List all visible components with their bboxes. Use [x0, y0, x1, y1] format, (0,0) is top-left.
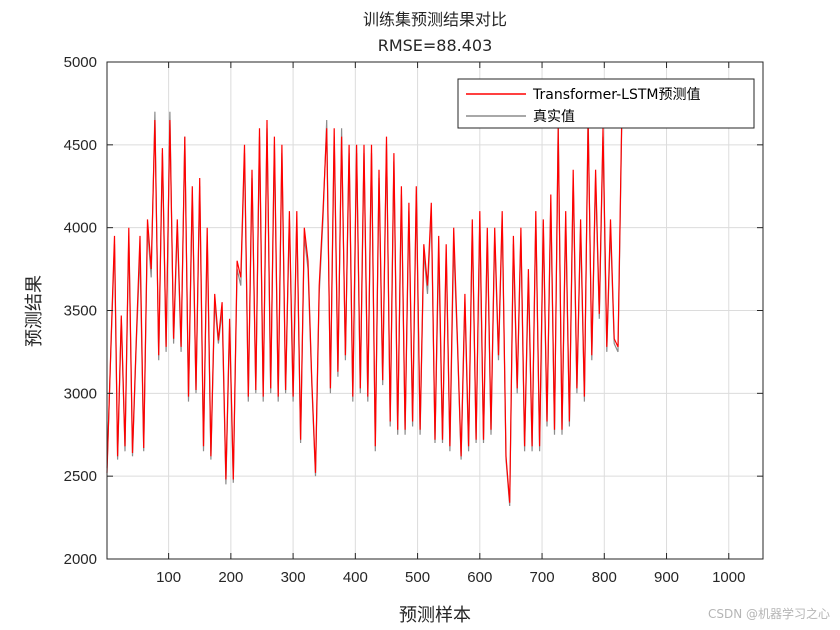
y-tick-label: 2000 [64, 551, 97, 568]
y-tick-label: 5000 [64, 54, 97, 71]
x-tick-label: 700 [530, 569, 555, 586]
y-tick-label: 2500 [64, 468, 97, 485]
series-line-predicted [106, 118, 626, 503]
legend: Transformer-LSTM预测值 真实值 [457, 78, 755, 129]
x-tick-label: 600 [467, 569, 492, 586]
x-tick-label: 200 [218, 569, 243, 586]
x-tick-label: 300 [281, 569, 306, 586]
axis-ticks: 100 200 300 400 500 600 700 800 900 1000 2000 2500 3… [64, 54, 763, 586]
x-tick-label: 900 [654, 569, 679, 586]
grid [107, 62, 763, 559]
y-tick-label: 4000 [64, 220, 97, 237]
x-tick-label: 400 [343, 569, 368, 586]
x-tick-label: 800 [592, 569, 617, 586]
x-tick-label: 500 [405, 569, 430, 586]
y-tick-label: 4500 [64, 137, 97, 154]
y-tick-label: 3500 [64, 303, 97, 320]
legend-label-predicted: Transformer-LSTM预测值 [532, 87, 700, 103]
chart-title: 训练集预测结果对比 [363, 10, 507, 29]
series-lines [106, 111, 627, 507]
x-tick-label: 1000 [712, 569, 745, 586]
y-tick-label: 3000 [64, 385, 97, 402]
x-tick-label: 100 [156, 569, 181, 586]
x-axis-label: 预测样本 [399, 605, 471, 626]
y-axis-label: 预测结果 [24, 275, 45, 347]
chart-subtitle: RMSE=88.403 [378, 36, 493, 55]
legend-box [457, 78, 755, 129]
watermark: CSDN @机器学习之心 [708, 606, 830, 621]
legend-label-actual: 真实值 [533, 109, 575, 125]
